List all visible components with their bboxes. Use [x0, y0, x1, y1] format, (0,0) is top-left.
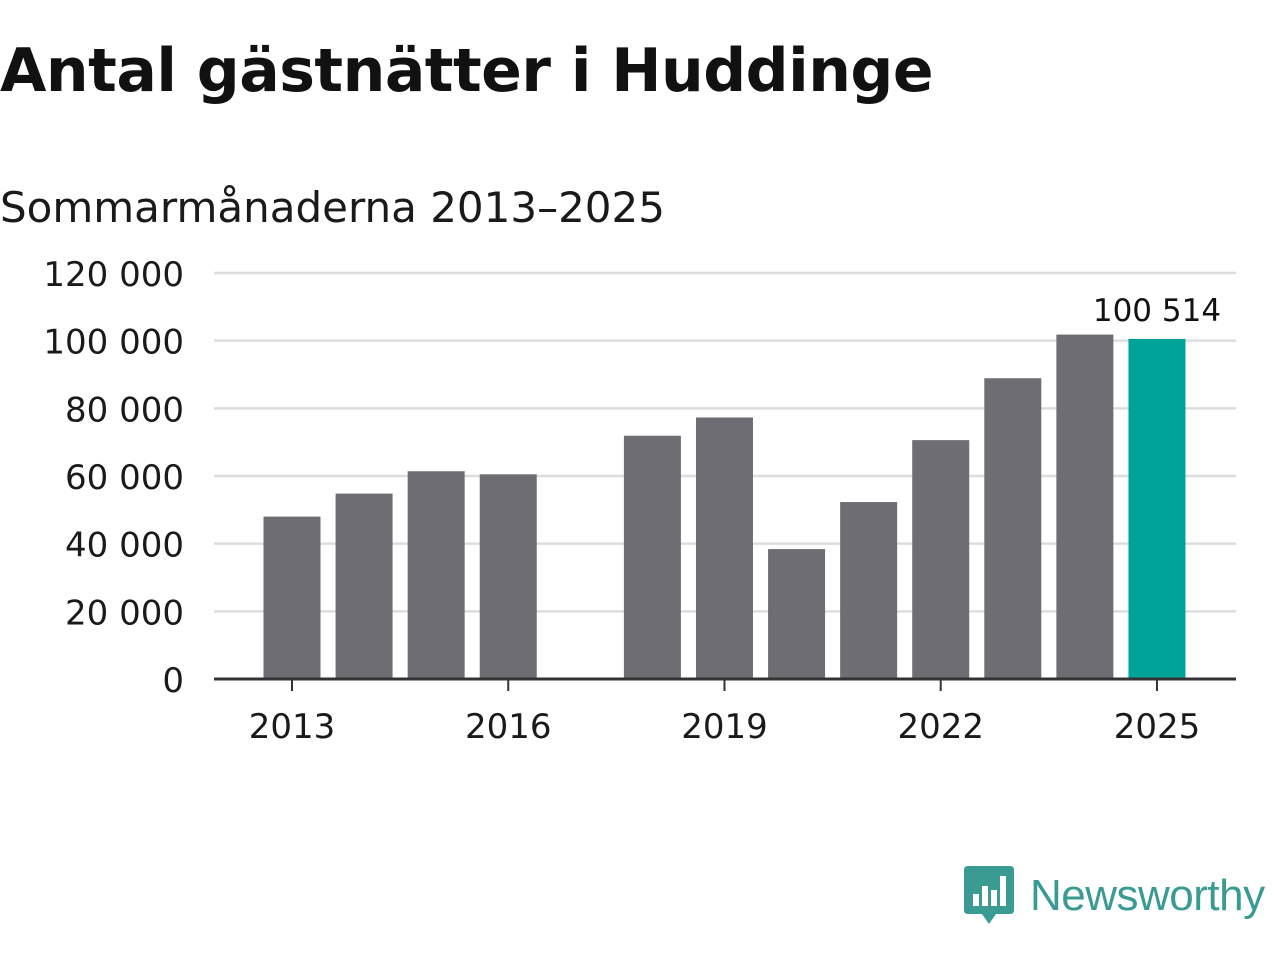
bar-2019: [695, 417, 753, 679]
bar-2025: [1128, 338, 1186, 679]
x-axis-ticks: 2013 2016 2019 2022 2025: [249, 679, 1200, 747]
y-tick-label: 40 000: [65, 526, 184, 566]
bars: [263, 334, 1186, 679]
chart-subtitle: Sommarmånaderna 2013–2025: [0, 183, 665, 232]
data-labels: 100 514: [1093, 293, 1221, 329]
y-tick-label: 100 000: [43, 323, 184, 363]
x-tick-label: 2022: [897, 707, 984, 747]
bar-2020: [768, 549, 826, 679]
y-tick-label: 120 000: [43, 255, 184, 295]
x-tick-label: 2016: [465, 707, 552, 747]
bar-2015: [407, 471, 465, 679]
bar-2016: [479, 474, 537, 679]
x-tick-label: 2025: [1114, 707, 1201, 747]
bar-2024: [1056, 334, 1114, 679]
y-tick-label: 20 000: [65, 593, 184, 633]
x-tick-label: 2019: [681, 707, 768, 747]
brand-logo: Newsworthy: [964, 866, 1265, 926]
y-tick-label: 0: [162, 661, 184, 701]
bar-2014: [335, 493, 393, 679]
chart-title: Antal gästnätter i Huddinge: [0, 36, 934, 106]
y-tick-label: 80 000: [65, 390, 184, 430]
brand-name: Newsworthy: [1030, 871, 1265, 920]
data-label: 100 514: [1093, 293, 1221, 329]
y-axis-ticks: 0 20 000 40 000 60 000 80 000 100 000 120 000: [43, 255, 184, 701]
x-tick-label: 2013: [249, 707, 336, 747]
bar-2021: [840, 502, 898, 679]
newsworthy-logo-icon: [964, 866, 1014, 924]
bar-2018: [623, 435, 681, 679]
y-tick-label: 60 000: [65, 458, 184, 498]
bar-2023: [984, 378, 1042, 679]
bar-2022: [912, 440, 970, 679]
bar-2013: [263, 516, 321, 679]
